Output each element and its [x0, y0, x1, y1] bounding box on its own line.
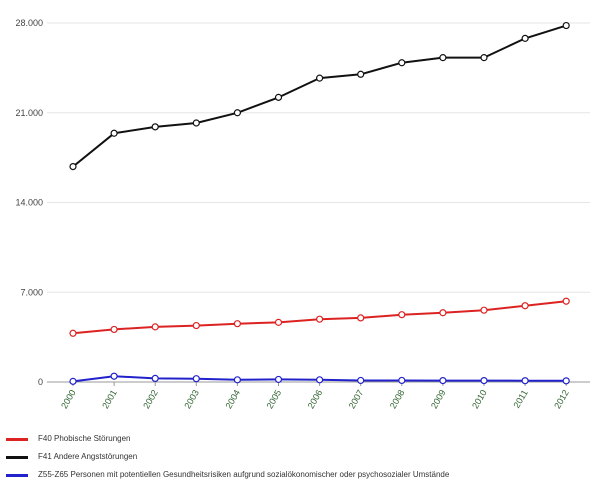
- data-point: [562, 377, 570, 385]
- legend-label-f41: F41 Andere Angststörungen: [38, 452, 138, 461]
- data-point: [357, 376, 365, 385]
- data-point: [69, 377, 77, 385]
- data-point: [192, 375, 200, 383]
- data-point: [398, 376, 406, 385]
- data-point: [151, 323, 159, 331]
- data-point: [316, 376, 324, 384]
- data-point: [562, 297, 570, 305]
- x-tick-label: 2012: [552, 388, 571, 410]
- data-point: [357, 70, 365, 78]
- data-point: [110, 325, 118, 334]
- data-point: [562, 21, 570, 30]
- data-point: [521, 377, 529, 385]
- y-tick-label: 14.000: [15, 198, 43, 208]
- data-point: [151, 123, 159, 131]
- data-point: [439, 309, 447, 317]
- x-tick-label: 2007: [347, 388, 366, 410]
- data-point: [480, 306, 488, 314]
- y-tick-label: 0: [38, 377, 43, 387]
- y-tick-label: 28.000: [15, 18, 43, 28]
- data-point: [398, 311, 406, 319]
- x-axis: 2000 2001 2002 2003 2004 2005 2006 2007 2008 2009…: [59, 382, 571, 410]
- data-point: [192, 119, 200, 127]
- x-tick-label: 2001: [100, 388, 119, 410]
- series-line-1: [72, 24, 567, 168]
- data-point: [151, 374, 159, 383]
- data-point: [233, 109, 241, 117]
- data-point: [69, 163, 77, 171]
- x-tick-label: 2006: [306, 388, 325, 410]
- data-point: [316, 74, 324, 82]
- data-point: [439, 54, 447, 62]
- x-tick-label: 2008: [388, 388, 407, 410]
- data-point: [480, 376, 488, 385]
- data-point: [316, 315, 324, 323]
- data-point: [110, 129, 118, 137]
- data-point: [480, 54, 488, 62]
- y-tick-label: 7.000: [20, 287, 43, 297]
- x-tick-label: 2010: [470, 388, 489, 410]
- x-tick-label: 2004: [223, 388, 242, 410]
- x-tick-label: 2002: [141, 388, 160, 410]
- data-point: [439, 376, 447, 385]
- data-point: [274, 93, 283, 101]
- data-point: [192, 321, 200, 330]
- data-point: [69, 329, 77, 337]
- y-axis: 0 7.000 14.000 21.000 28.000: [15, 18, 43, 387]
- x-tick-label: 2003: [182, 388, 201, 410]
- data-point: [521, 302, 529, 310]
- data-point: [274, 375, 283, 384]
- chart-grid: [47, 22, 590, 383]
- data-point: [233, 376, 241, 384]
- x-tick-label: 2011: [511, 388, 529, 410]
- data-point: [110, 372, 118, 380]
- data-point: [233, 320, 241, 328]
- legend-label-z55: Z55-Z65 Personen mit potentiellen Gesund…: [38, 470, 450, 479]
- data-point: [274, 318, 283, 326]
- x-tick-label: 2009: [429, 388, 448, 410]
- x-tick-label: 2000: [59, 388, 78, 410]
- data-point: [357, 314, 365, 322]
- x-tick-label: 2005: [265, 388, 284, 410]
- data-point: [521, 34, 529, 42]
- legend-swatch-f41: [6, 456, 28, 459]
- data-point: [398, 59, 406, 67]
- legend-label-f40: F40 Phobische Störungen: [38, 434, 131, 443]
- chart-series: [69, 21, 570, 385]
- y-tick-label: 21.000: [15, 108, 43, 118]
- legend-swatch-f40: [6, 438, 28, 441]
- legend-swatch-z55: [6, 474, 28, 477]
